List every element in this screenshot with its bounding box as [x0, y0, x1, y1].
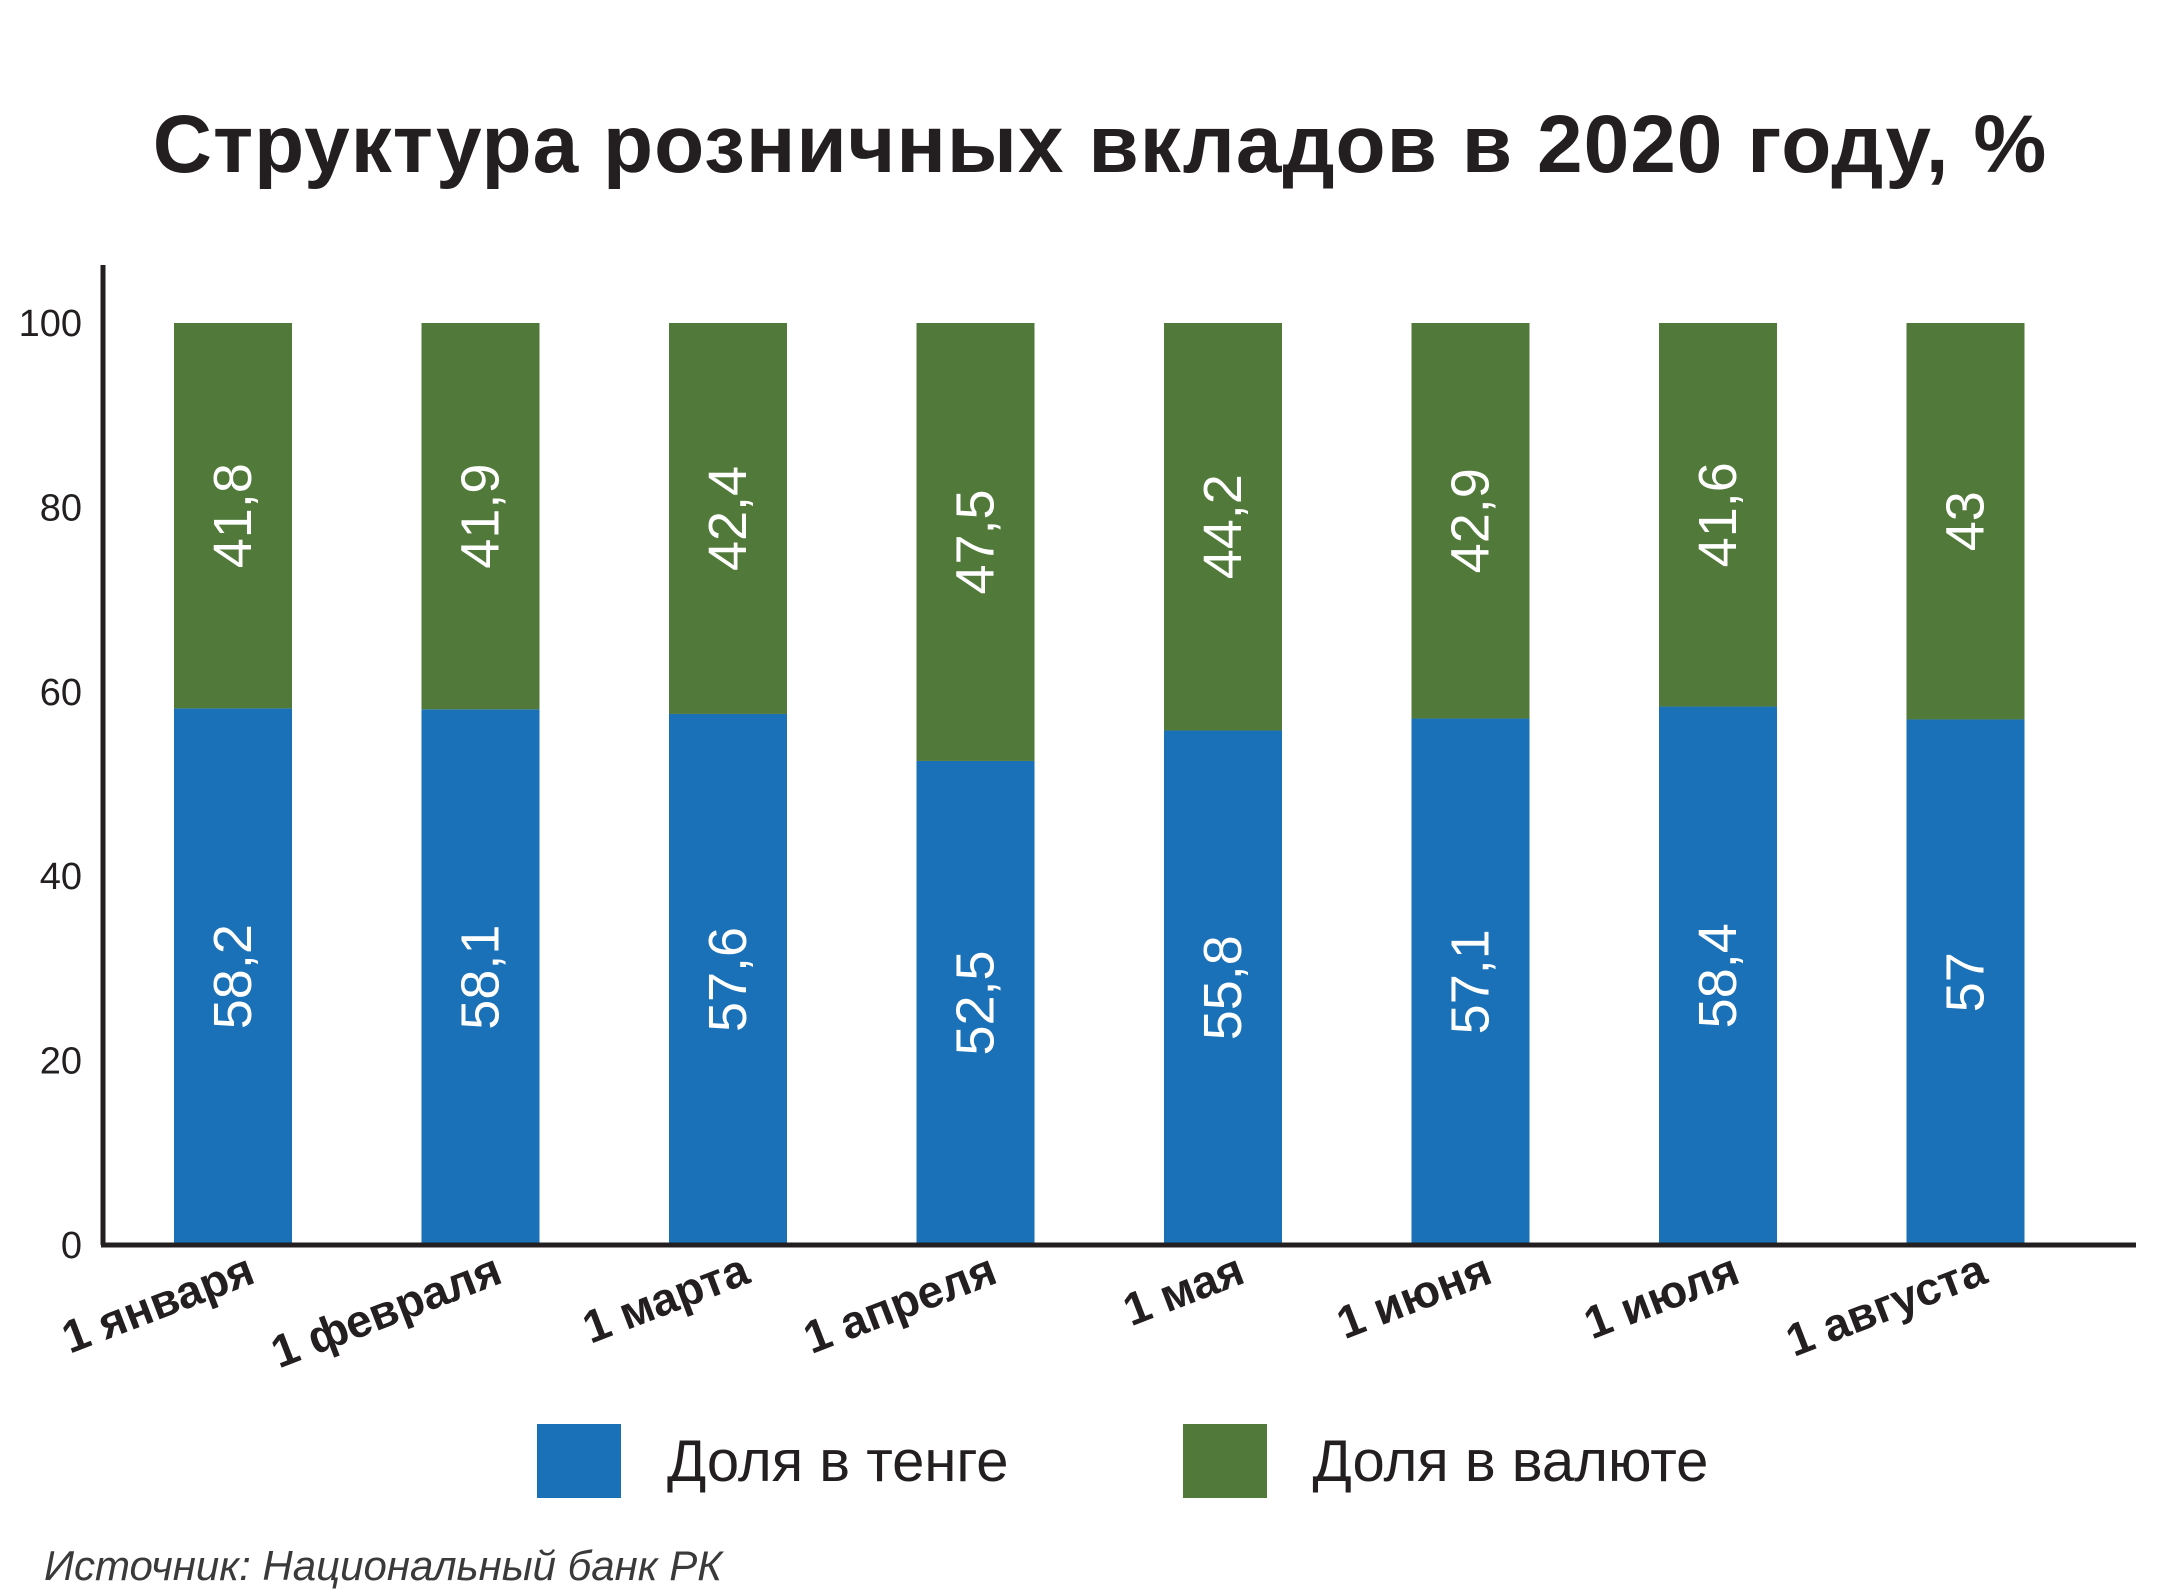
bar-label-tenge-6: 58,4 [1688, 923, 1748, 1028]
bar-label-tenge-7: 57 [1936, 952, 1996, 1012]
y-tick-label-2: 40 [40, 856, 82, 898]
bar-tenge-7 [1906, 719, 2025, 1245]
bar-currency-5 [1411, 323, 1530, 719]
bar-label-currency-4: 44,2 [1193, 474, 1253, 579]
bar-label-currency-1: 41,9 [451, 464, 511, 569]
bar-currency-0 [174, 323, 292, 709]
bar-label-tenge-2: 57,6 [698, 927, 758, 1032]
bar-label-currency-0: 41,8 [203, 463, 263, 568]
bar-tenge-5 [1411, 718, 1530, 1245]
bar-currency-4 [1164, 323, 1282, 731]
bar-label-currency-3: 47,5 [946, 489, 1006, 594]
x-tick-label-1: 1 февраля [264, 1243, 508, 1378]
x-tick-label-0: 1 января [55, 1243, 261, 1363]
legend: Доля в тенге Доля в валюте [537, 1424, 1708, 1498]
x-tick-label-7: 1 августа [1779, 1243, 1994, 1367]
bar-label-currency-6: 41,6 [1688, 462, 1748, 567]
x-tick-label-3: 1 апреля [796, 1243, 1003, 1364]
bar-tenge-2 [669, 713, 787, 1245]
axes-group [100, 265, 2136, 1248]
bar-tenge-6 [1659, 706, 1777, 1245]
y-ticks-group: 0 20 40 60 80 100 [19, 303, 82, 1267]
x-tick-labels-group: 1 января 1 февраля 1 марта 1 апреля 1 мая 1 и… [55, 1243, 1994, 1378]
bar-label-tenge-0: 58,2 [203, 924, 263, 1029]
bar-currency-7 [1906, 323, 2025, 720]
bar-label-currency-7: 43 [1936, 491, 1996, 551]
source-note: Источник: Национальный банк РК [44, 1542, 723, 1589]
bar-label-tenge-1: 58,1 [451, 925, 511, 1030]
x-tick-label-6: 1 июля [1577, 1243, 1746, 1349]
bar-tenge-0 [174, 708, 292, 1245]
bar-tenge-4 [1164, 730, 1282, 1245]
y-tick-label-5: 100 [19, 303, 82, 345]
x-tick-label-4: 1 мая [1116, 1243, 1251, 1336]
y-tick-label-3: 60 [40, 672, 82, 714]
bar-currency-6 [1659, 323, 1777, 707]
y-tick-label-4: 80 [40, 487, 82, 529]
bar-label-tenge-3: 52,5 [946, 950, 1006, 1055]
legend-label-tenge: Доля в тенге [667, 1428, 1009, 1494]
bar-label-tenge-5: 57,1 [1441, 929, 1501, 1034]
bar-label-tenge-4: 55,8 [1193, 935, 1253, 1040]
bar-tenge-3 [916, 760, 1035, 1245]
x-tick-label-2: 1 марта [575, 1243, 756, 1354]
bar-currency-1 [421, 323, 540, 710]
y-tick-label-0: 0 [61, 1225, 82, 1267]
legend-item-tenge: Доля в тенге [537, 1424, 1009, 1498]
bar-tenge-1 [421, 709, 540, 1245]
bars-group: 58,2 41,8 58,1 41,9 57,6 42,4 52,5 47,5 55,8 44,2… [174, 323, 2025, 1245]
bar-label-currency-2: 42,4 [698, 466, 758, 571]
chart-title: Структура розничных вкладов в 2020 году,… [152, 99, 2048, 190]
legend-label-currency: Доля в валюте [1312, 1428, 1709, 1494]
bar-currency-2 [669, 323, 787, 714]
bar-currency-3 [916, 323, 1035, 761]
legend-swatch-currency [1182, 1424, 1267, 1498]
bar-label-currency-5: 42,9 [1441, 468, 1501, 573]
y-tick-label-1: 20 [40, 1041, 82, 1083]
x-tick-label-5: 1 июня [1330, 1243, 1499, 1349]
legend-swatch-tenge [537, 1424, 621, 1498]
legend-item-currency: Доля в валюте [1182, 1424, 1709, 1498]
